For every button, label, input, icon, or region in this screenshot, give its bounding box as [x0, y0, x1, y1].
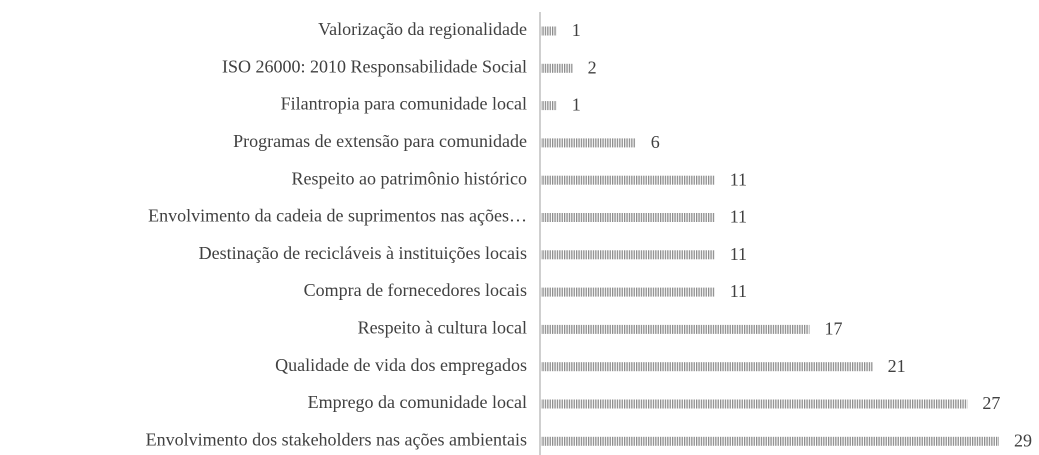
value-label: 11 [730, 244, 747, 264]
bar [541, 250, 715, 260]
bar [541, 399, 968, 409]
bar [541, 213, 715, 222]
value-label: 6 [651, 132, 660, 152]
bar [541, 101, 557, 111]
category-label: Valorização da regionalidade [318, 19, 527, 39]
category-label: Qualidade de vida dos empregados [275, 355, 527, 375]
bar [541, 175, 715, 185]
category-label: Filantropia para comunidade local [281, 94, 527, 114]
bar [541, 138, 636, 148]
category-label: Destinação de recicláveis à instituições… [199, 243, 527, 263]
value-label: 27 [982, 393, 1000, 413]
value-label: 1 [572, 20, 581, 40]
value-label: 29 [1014, 430, 1032, 450]
bar [541, 287, 715, 297]
value-label: 1 [572, 95, 581, 115]
bar [541, 324, 810, 334]
category-label: Respeito à cultura local [358, 318, 527, 338]
value-label: 2 [588, 57, 597, 77]
value-label: 11 [730, 169, 747, 189]
bar [541, 63, 573, 73]
category-label: Envolvimento dos stakeholders nas ações … [146, 429, 527, 449]
category-label: ISO 26000: 2010 Responsabilidade Social [222, 56, 527, 76]
value-label: 11 [730, 207, 747, 227]
category-label: Respeito ao patrimônio histórico [292, 168, 527, 188]
category-label: Emprego da comunidade local [308, 392, 527, 412]
value-label: 11 [730, 281, 747, 301]
bar [541, 436, 999, 446]
category-label: Compra de fornecedores locais [304, 280, 527, 300]
bar [541, 26, 557, 36]
category-label: Envolvimento da cadeia de suprimentos na… [148, 206, 527, 226]
category-label: Programas de extensão para comunidade [233, 131, 527, 151]
bar [541, 362, 873, 372]
value-label: 21 [888, 356, 906, 376]
value-label: 17 [824, 319, 842, 339]
